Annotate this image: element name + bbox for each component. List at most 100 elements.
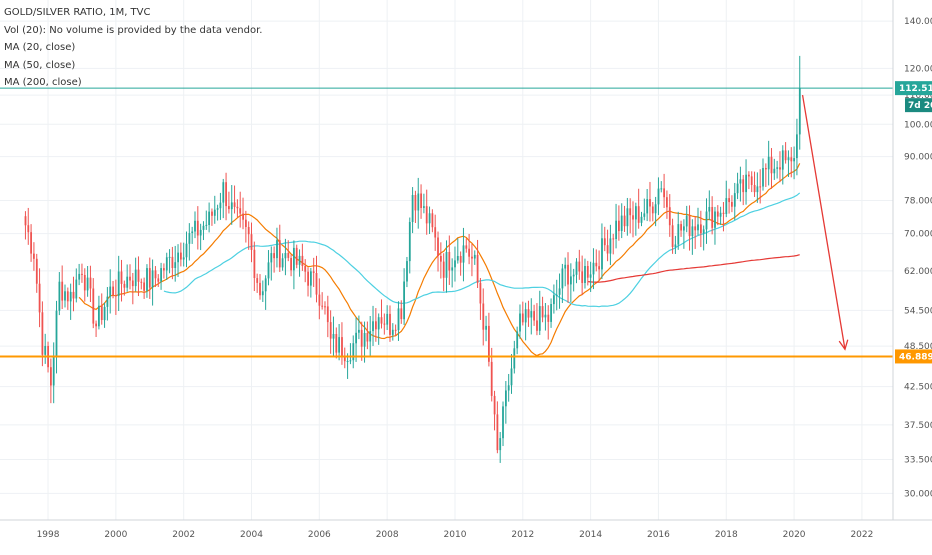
candle-body <box>671 225 674 247</box>
candle-body <box>499 438 502 451</box>
x-tick-label: 1998 <box>37 530 60 540</box>
candle-body <box>635 206 637 220</box>
x-tick-label: 2006 <box>308 530 331 540</box>
candle-body <box>360 329 363 347</box>
candle-body <box>50 367 52 386</box>
candle-body <box>705 211 708 230</box>
candle-body <box>219 202 222 209</box>
candle-body <box>547 314 550 322</box>
candle-body <box>762 168 764 187</box>
candle-body <box>558 288 561 295</box>
candle-body <box>160 268 162 282</box>
candle-body <box>109 286 112 297</box>
candle-body <box>343 356 346 362</box>
candle-body <box>536 320 538 331</box>
candle-body <box>683 226 685 231</box>
candle-body <box>369 331 372 342</box>
candle-body <box>284 253 287 259</box>
candle-body <box>437 237 439 256</box>
y-tick-label: 100.000 <box>904 120 932 130</box>
candle-body <box>259 282 261 296</box>
candle-body <box>700 224 702 234</box>
candle-body <box>592 262 595 275</box>
candle-body <box>352 343 355 361</box>
candle-body <box>177 252 179 263</box>
candle-body <box>397 308 400 331</box>
x-tick-label: 2014 <box>579 530 602 540</box>
legend-ma50: MA (50, close) <box>4 59 76 71</box>
candle-body <box>44 346 47 355</box>
candle-body <box>626 208 629 227</box>
support-badge-label: 46.889 <box>899 352 932 362</box>
candle-body <box>375 321 377 330</box>
candle-body <box>454 260 456 268</box>
candle-body <box>507 385 510 391</box>
candle-body <box>355 332 357 344</box>
candle-body <box>134 269 137 287</box>
candle-body <box>649 199 651 207</box>
candle-body <box>41 312 44 355</box>
candle-body <box>553 295 555 305</box>
candle-body <box>722 212 725 214</box>
candle-body <box>601 238 603 270</box>
candle-body <box>680 224 682 231</box>
candle-body <box>115 295 117 297</box>
candle-body <box>632 215 634 220</box>
candle-body <box>196 220 199 236</box>
candle-body <box>239 208 242 214</box>
candle-body <box>205 224 208 226</box>
candle-body <box>719 212 722 217</box>
projection-arrow-head <box>838 339 849 351</box>
axes: 140.000 120.000 110.000 100.000 90.000 78.000… <box>0 0 932 540</box>
candle-body <box>666 197 668 208</box>
candle-body <box>702 229 705 234</box>
candle-body <box>691 226 694 237</box>
candle-body <box>753 185 756 193</box>
chart-legend: GOLD/SILVER RATIO, 1M, TVC Vol (20): No … <box>4 4 262 92</box>
candle-body <box>527 309 530 318</box>
candle-body <box>199 229 202 236</box>
candle-body <box>742 179 745 193</box>
candle-body <box>790 157 793 162</box>
candle-body <box>784 150 787 161</box>
candle-body <box>380 317 383 324</box>
countdown-badge <box>905 98 932 113</box>
candle-body <box>765 168 767 170</box>
candle-body <box>657 188 660 205</box>
candle-body <box>253 249 256 278</box>
candle-body <box>798 88 801 135</box>
y-tick-label: 120.000 <box>904 64 932 74</box>
candle-body <box>411 195 414 222</box>
candle-body <box>643 213 646 217</box>
candle-body <box>533 311 535 321</box>
candle-body <box>35 258 38 284</box>
candle-body <box>120 271 123 284</box>
candle-body <box>451 267 454 271</box>
y-tick-label: 30.000 <box>904 489 932 499</box>
ma50-line <box>163 192 801 308</box>
candle-body <box>584 266 586 283</box>
candle-body <box>123 283 126 288</box>
candle-body <box>310 271 312 286</box>
candle-body <box>329 322 332 339</box>
candle-body <box>510 368 513 386</box>
candle-body <box>148 268 151 288</box>
candle-body <box>677 224 680 245</box>
candle-body <box>462 245 465 263</box>
candle-body <box>140 281 143 283</box>
candle-body <box>685 215 688 227</box>
candle-body <box>490 361 493 396</box>
candle-body <box>733 193 736 207</box>
candle-body <box>750 176 753 185</box>
candle-body <box>391 329 394 335</box>
candle-body <box>502 406 504 439</box>
x-tick-label: 2012 <box>511 530 534 540</box>
candle-body <box>168 256 171 258</box>
candle-body <box>293 247 295 271</box>
candle-body <box>708 207 711 212</box>
candle-body <box>479 282 482 304</box>
candle-body <box>434 227 437 238</box>
candle-body <box>488 325 490 362</box>
